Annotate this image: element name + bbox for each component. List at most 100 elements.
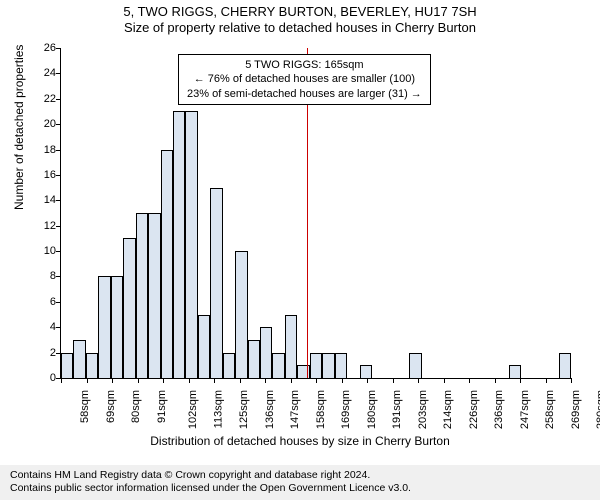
xtick-mark bbox=[214, 378, 215, 383]
histogram-bar bbox=[223, 353, 235, 378]
xtick-label: 80sqm bbox=[130, 390, 142, 423]
xtick-mark bbox=[546, 378, 547, 383]
ytick-label: 24 bbox=[44, 67, 56, 79]
xtick-mark bbox=[189, 378, 190, 383]
footer-line2: Contains public sector information licen… bbox=[10, 482, 590, 496]
chart-area: 0246810121416182022242658sqm69sqm80sqm91… bbox=[60, 48, 570, 378]
xtick-label: 158sqm bbox=[315, 390, 327, 429]
xtick-mark bbox=[112, 378, 113, 383]
xtick-mark bbox=[87, 378, 88, 383]
xtick-label: 280sqm bbox=[595, 390, 600, 429]
histogram-bar bbox=[310, 353, 322, 378]
ytick-label: 8 bbox=[50, 270, 56, 282]
ytick-mark bbox=[56, 226, 61, 227]
annotation-line3: 23% of semi-detached houses are larger (… bbox=[187, 87, 422, 101]
xtick-label: 136sqm bbox=[264, 390, 276, 429]
ytick-label: 22 bbox=[44, 93, 56, 105]
histogram-bar bbox=[123, 238, 135, 378]
histogram-bar bbox=[111, 276, 123, 378]
histogram-bar bbox=[272, 353, 284, 378]
ytick-label: 2 bbox=[50, 347, 56, 359]
annotation-box: 5 TWO RIGGS: 165sqm ← 76% of detached ho… bbox=[178, 54, 431, 105]
xtick-mark bbox=[520, 378, 521, 383]
histogram-bar bbox=[360, 365, 372, 378]
xtick-label: 169sqm bbox=[340, 390, 352, 429]
annotation-line1: 5 TWO RIGGS: 165sqm bbox=[187, 58, 422, 72]
title-sub: Size of property relative to detached ho… bbox=[0, 20, 600, 35]
ytick-label: 4 bbox=[50, 321, 56, 333]
histogram-bar bbox=[235, 251, 247, 378]
ytick-label: 6 bbox=[50, 296, 56, 308]
y-axis-label: Number of detached properties bbox=[12, 45, 26, 210]
histogram-bar bbox=[136, 213, 148, 378]
histogram-bar bbox=[335, 353, 347, 378]
footer-line1: Contains HM Land Registry data © Crown c… bbox=[10, 469, 590, 483]
ytick-mark bbox=[56, 150, 61, 151]
xtick-label: 214sqm bbox=[442, 390, 454, 429]
annotation-line2: ← 76% of detached houses are smaller (10… bbox=[187, 72, 422, 86]
ytick-label: 18 bbox=[44, 144, 56, 156]
ytick-label: 16 bbox=[44, 169, 56, 181]
ytick-mark bbox=[56, 276, 61, 277]
xtick-mark bbox=[444, 378, 445, 383]
title-main: 5, TWO RIGGS, CHERRY BURTON, BEVERLEY, H… bbox=[0, 4, 600, 19]
xtick-label: 247sqm bbox=[519, 390, 531, 429]
title-block: 5, TWO RIGGS, CHERRY BURTON, BEVERLEY, H… bbox=[0, 0, 600, 35]
x-axis-label: Distribution of detached houses by size … bbox=[0, 434, 600, 448]
ytick-label: 12 bbox=[44, 220, 56, 232]
ytick-label: 20 bbox=[44, 118, 56, 130]
xtick-label: 226sqm bbox=[468, 390, 480, 429]
histogram-bar bbox=[173, 111, 185, 378]
histogram-bar bbox=[185, 111, 197, 378]
ytick-mark bbox=[56, 251, 61, 252]
histogram-bar bbox=[409, 353, 421, 378]
xtick-label: 91sqm bbox=[156, 390, 168, 423]
xtick-label: 258sqm bbox=[544, 390, 556, 429]
histogram-bar bbox=[248, 340, 260, 378]
ytick-mark bbox=[56, 200, 61, 201]
histogram-bar bbox=[161, 150, 173, 378]
xtick-mark bbox=[469, 378, 470, 383]
xtick-mark bbox=[342, 378, 343, 383]
ytick-mark bbox=[56, 302, 61, 303]
histogram-bar bbox=[73, 340, 85, 378]
xtick-label: 58sqm bbox=[79, 390, 91, 423]
xtick-mark bbox=[495, 378, 496, 383]
xtick-label: 236sqm bbox=[493, 390, 505, 429]
xtick-mark bbox=[367, 378, 368, 383]
xtick-label: 102sqm bbox=[187, 390, 199, 429]
histogram-bar bbox=[210, 188, 222, 378]
ytick-label: 0 bbox=[50, 372, 56, 384]
xtick-mark bbox=[61, 378, 62, 383]
ytick-mark bbox=[56, 175, 61, 176]
ytick-mark bbox=[56, 124, 61, 125]
xtick-mark bbox=[571, 378, 572, 383]
ytick-mark bbox=[56, 73, 61, 74]
ytick-mark bbox=[56, 99, 61, 100]
xtick-mark bbox=[316, 378, 317, 383]
xtick-mark bbox=[393, 378, 394, 383]
xtick-label: 191sqm bbox=[391, 390, 403, 429]
histogram-bar bbox=[61, 353, 73, 378]
footer: Contains HM Land Registry data © Crown c… bbox=[0, 465, 600, 500]
xtick-mark bbox=[163, 378, 164, 383]
histogram-bar bbox=[260, 327, 272, 378]
histogram-bar bbox=[285, 315, 297, 378]
histogram-bar bbox=[86, 353, 98, 378]
histogram-bar bbox=[322, 353, 334, 378]
ytick-label: 14 bbox=[44, 194, 56, 206]
histogram-bar bbox=[509, 365, 521, 378]
ytick-label: 10 bbox=[44, 245, 56, 257]
xtick-label: 180sqm bbox=[366, 390, 378, 429]
xtick-label: 203sqm bbox=[417, 390, 429, 429]
xtick-mark bbox=[418, 378, 419, 383]
xtick-mark bbox=[138, 378, 139, 383]
ytick-mark bbox=[56, 48, 61, 49]
xtick-mark bbox=[240, 378, 241, 383]
ytick-label: 26 bbox=[44, 42, 56, 54]
histogram-bar bbox=[148, 213, 160, 378]
histogram-bar bbox=[297, 365, 309, 378]
histogram-bar bbox=[198, 315, 210, 378]
xtick-label: 113sqm bbox=[212, 390, 224, 428]
xtick-label: 69sqm bbox=[105, 390, 117, 423]
